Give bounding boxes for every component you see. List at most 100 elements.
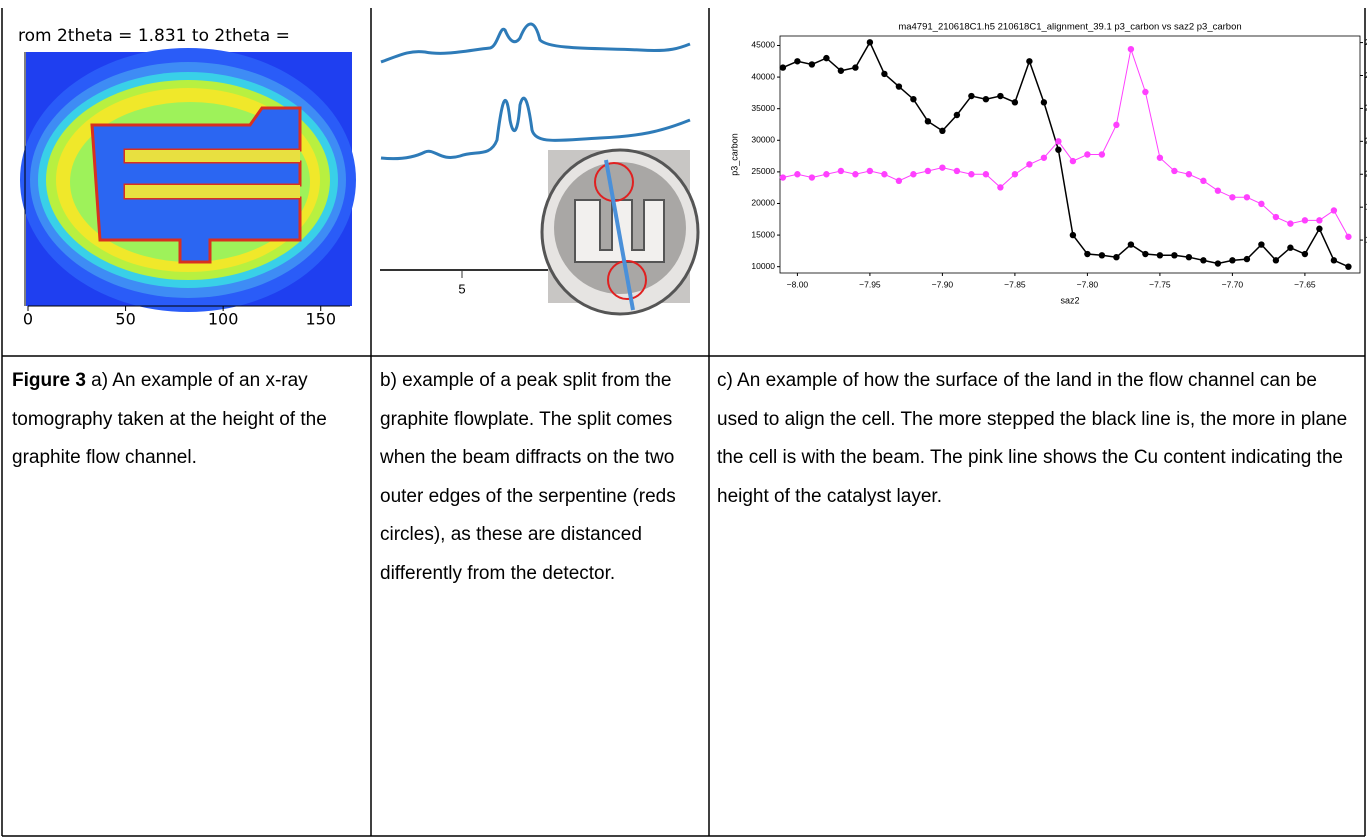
data-point	[1084, 251, 1090, 257]
y-tick-label: 10000	[751, 261, 775, 271]
y-axis-label: p3_carbon	[729, 133, 739, 176]
data-point	[1012, 99, 1018, 105]
data-point	[954, 168, 960, 174]
data-point	[1128, 46, 1134, 52]
figure-label: Figure 3	[12, 370, 86, 391]
x-tick-label: −7.65	[1294, 279, 1316, 289]
data-point	[968, 93, 974, 99]
data-point	[867, 168, 873, 174]
page: rom 2theta = 1.831 to 2theta = 0 50 100 150…	[0, 0, 1367, 838]
data-point	[1041, 155, 1047, 161]
data-point	[1215, 188, 1221, 194]
data-point	[1345, 234, 1351, 240]
x-tick-label: −7.90	[932, 279, 954, 289]
data-point	[1113, 122, 1119, 128]
data-point	[968, 171, 974, 177]
caption-b: b) example of a peak split from the grap…	[380, 362, 705, 593]
data-point	[1302, 217, 1308, 223]
data-point	[867, 39, 873, 45]
data-point	[881, 171, 887, 177]
x-tick-label: −8.00	[787, 279, 809, 289]
data-point	[1026, 58, 1032, 64]
x-tick-label: −7.70	[1222, 279, 1244, 289]
data-point	[1316, 217, 1322, 223]
data-point	[1186, 254, 1192, 260]
y-tick-label: 40000	[751, 71, 775, 81]
caption-text: c) An example of how the surface of the …	[717, 370, 1347, 507]
data-point	[1186, 171, 1192, 177]
chart-title: ma4791_210618C1.h5 210618C1_alignment_39…	[898, 22, 1241, 33]
data-point	[896, 83, 902, 89]
x-tick-label: 150	[305, 310, 336, 329]
y-tick-label: 25000	[751, 166, 775, 176]
x-tick-label: 100	[208, 310, 239, 329]
data-point	[925, 168, 931, 174]
data-point	[823, 171, 829, 177]
y-tick-label: 20000	[751, 198, 775, 208]
data-point	[1229, 194, 1235, 200]
x-tick-label: −7.80	[1077, 279, 1099, 289]
data-point	[1113, 254, 1119, 260]
data-point	[780, 64, 786, 70]
data-point	[1070, 158, 1076, 164]
data-point	[1287, 220, 1293, 226]
series-line	[783, 49, 1349, 237]
data-point	[794, 58, 800, 64]
caption-a: Figure 3 a) An example of an x-ray tomog…	[12, 362, 362, 478]
data-point	[1099, 151, 1105, 157]
data-point	[910, 171, 916, 177]
data-point	[925, 118, 931, 124]
data-point	[809, 174, 815, 180]
data-point	[1200, 178, 1206, 184]
data-point	[1026, 161, 1032, 167]
data-point	[881, 71, 887, 77]
data-point	[1244, 256, 1250, 262]
image-heading: rom 2theta = 1.831 to 2theta =	[18, 26, 290, 46]
data-point	[910, 96, 916, 102]
data-point	[1142, 89, 1148, 95]
x-tick-label: 0	[23, 310, 33, 329]
data-point	[1302, 251, 1308, 257]
data-point	[1041, 99, 1047, 105]
data-point	[852, 64, 858, 70]
data-point	[780, 174, 786, 180]
data-point	[1229, 257, 1235, 263]
cell-photo	[542, 150, 698, 314]
data-point	[1273, 214, 1279, 220]
tomography-image	[20, 48, 356, 312]
x-tick-label: −7.85	[1004, 279, 1026, 289]
data-point	[1070, 232, 1076, 238]
data-point	[852, 171, 858, 177]
data-point	[896, 178, 902, 184]
data-point	[1331, 257, 1337, 263]
data-point	[1012, 171, 1018, 177]
y-tick-label: 35000	[751, 103, 775, 113]
y-tick-label: 15000	[751, 229, 775, 239]
caption-c: c) An example of how the surface of the …	[717, 362, 1362, 516]
data-point	[1316, 226, 1322, 232]
data-point	[1244, 194, 1250, 200]
data-point	[983, 96, 989, 102]
data-point	[939, 128, 945, 134]
data-point	[983, 171, 989, 177]
x-tick-label: 50	[115, 310, 135, 329]
data-point	[1157, 155, 1163, 161]
data-point	[838, 168, 844, 174]
x-tick-label: 5	[458, 281, 465, 296]
data-point	[794, 171, 800, 177]
data-point	[823, 55, 829, 61]
data-point	[1345, 263, 1351, 269]
x-tick-label: −7.95	[859, 279, 881, 289]
data-point	[939, 164, 945, 170]
data-point	[1084, 151, 1090, 157]
data-point	[1171, 252, 1177, 258]
data-point	[1258, 241, 1264, 247]
data-point	[1142, 251, 1148, 257]
data-point	[954, 112, 960, 118]
data-point	[1055, 138, 1061, 144]
data-point	[838, 68, 844, 74]
series-line	[783, 42, 1349, 266]
plot-area	[780, 36, 1360, 273]
data-point	[1099, 252, 1105, 258]
data-point	[1258, 201, 1264, 207]
